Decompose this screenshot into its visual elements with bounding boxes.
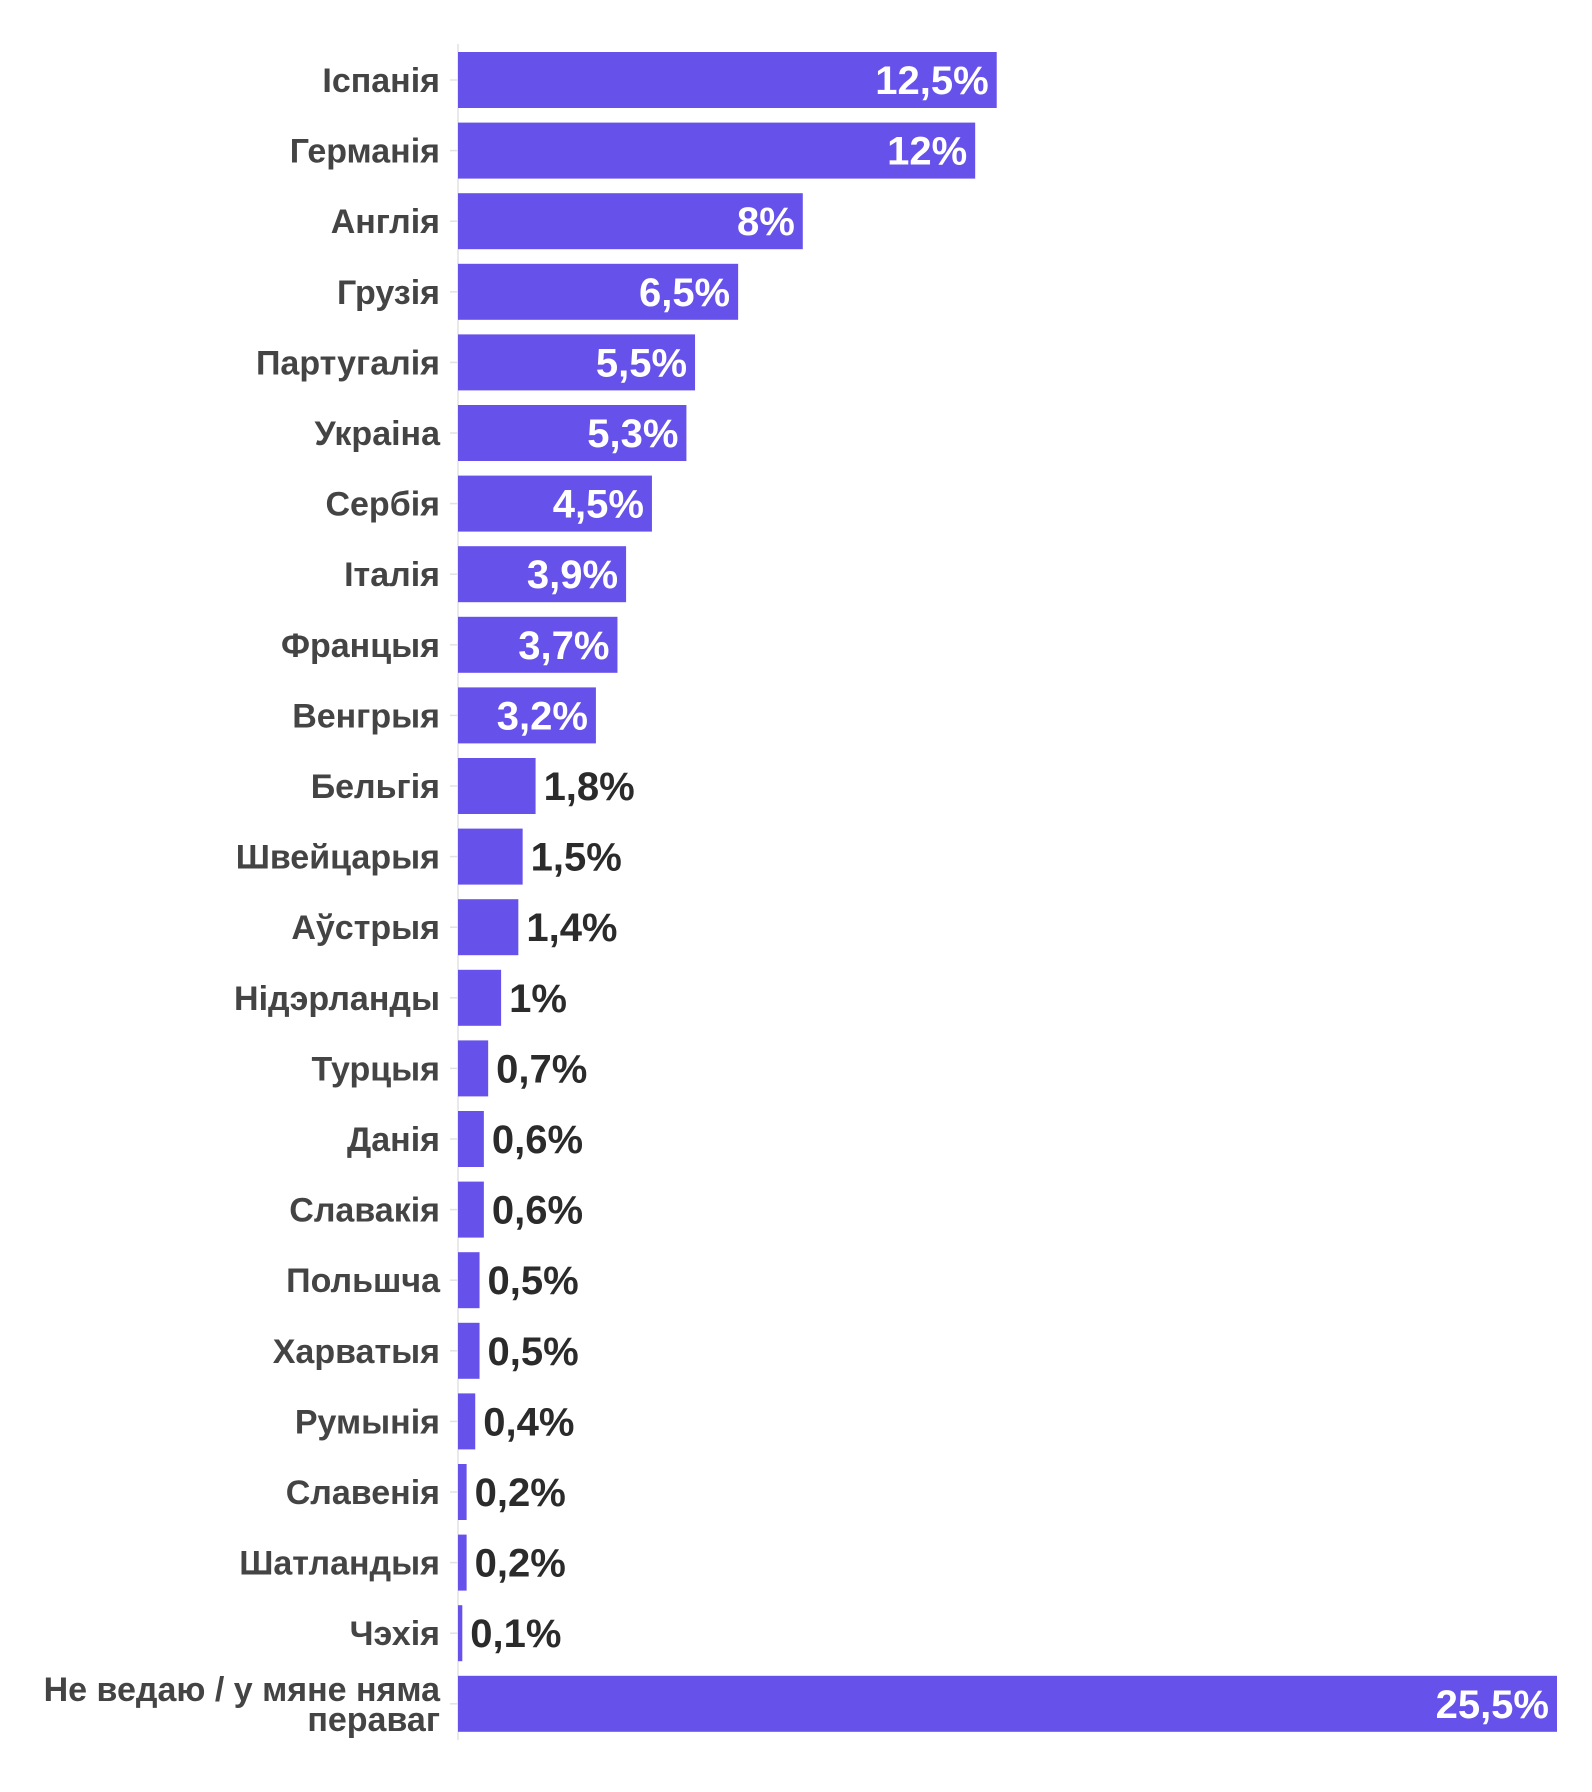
- bar: [458, 475, 652, 532]
- value-label: 6,5%: [639, 271, 730, 315]
- bar: [458, 193, 803, 250]
- value-label: 0,7%: [496, 1047, 587, 1091]
- bar: [458, 1605, 463, 1662]
- value-label: 5,3%: [587, 412, 678, 456]
- bar: [458, 687, 596, 744]
- category-label: Швейцарыя: [236, 839, 440, 877]
- category-label: Венгрыя: [292, 697, 440, 735]
- bars-layer: [458, 52, 1557, 1732]
- category-label: Данія: [347, 1121, 440, 1159]
- bar: [458, 758, 536, 814]
- value-label: 0,5%: [488, 1330, 579, 1374]
- category-label: Славенія: [286, 1474, 440, 1512]
- bar: [458, 405, 687, 461]
- value-label: 3,9%: [527, 553, 618, 597]
- value-label: 12,5%: [875, 59, 988, 103]
- category-labels: Іспанія Германія Англія Грузія Партугалія Укр…: [44, 62, 441, 1739]
- bar: [458, 546, 627, 603]
- bar: [458, 1111, 484, 1167]
- value-label: 4,5%: [553, 483, 644, 527]
- value-label: 0,6%: [492, 1118, 583, 1162]
- value-label: 3,2%: [497, 694, 588, 738]
- category-label: Сербія: [325, 486, 440, 524]
- category-label: Славакія: [289, 1192, 440, 1230]
- category-label: Францыя: [281, 627, 440, 665]
- value-label: 1,5%: [531, 836, 622, 880]
- category-label: Бельгія: [311, 768, 440, 806]
- bar: [458, 1040, 489, 1097]
- category-label: Польшча: [286, 1262, 441, 1300]
- category-label: Чэхія: [350, 1615, 440, 1653]
- value-label: 1%: [509, 977, 567, 1021]
- category-label: Не ведаю / у мяне няма: [44, 1671, 441, 1709]
- category-label: Шатландыя: [239, 1545, 440, 1583]
- value-label: 0,1%: [470, 1612, 561, 1656]
- category-label: Іспанія: [322, 62, 440, 100]
- axis-layer: [450, 44, 459, 1740]
- value-label: 25,5%: [1436, 1683, 1549, 1727]
- category-label: Партугалія: [256, 344, 440, 382]
- value-label: 0,4%: [483, 1400, 574, 1444]
- value-label: 1,4%: [526, 906, 617, 950]
- value-label: 0,2%: [475, 1471, 566, 1515]
- category-label: Румынія: [295, 1403, 440, 1441]
- category-label: Германія: [290, 133, 440, 171]
- bar: [458, 616, 618, 673]
- bar: [458, 828, 523, 885]
- category-label: Турцыя: [312, 1050, 440, 1088]
- value-label: 5,5%: [596, 341, 687, 385]
- bar: [458, 263, 739, 320]
- bar: [458, 969, 502, 1026]
- category-label: Італія: [344, 556, 440, 594]
- category-label: Харватыя: [273, 1333, 440, 1371]
- value-label: 8%: [737, 200, 795, 244]
- bar: [458, 1393, 476, 1450]
- bar: [458, 334, 696, 391]
- bar: [458, 1464, 467, 1520]
- value-label: 0,2%: [475, 1542, 566, 1586]
- category-label: Украіна: [315, 415, 442, 453]
- bar: [458, 1181, 484, 1238]
- bar: [458, 899, 519, 956]
- value-label: 3,7%: [518, 624, 609, 668]
- bar: [458, 1322, 480, 1379]
- bar: [458, 1675, 1557, 1732]
- value-label: 12%: [887, 130, 967, 174]
- category-label: пераваг: [307, 1701, 440, 1739]
- bar: [458, 122, 976, 179]
- value-label: 1,8%: [544, 765, 635, 809]
- value-label: 0,5%: [488, 1259, 579, 1303]
- bar: [458, 1252, 480, 1309]
- bar: [458, 52, 997, 108]
- category-label: Аўстрыя: [291, 909, 440, 947]
- category-label: Грузія: [337, 274, 440, 312]
- category-label: Нідэрланды: [234, 980, 440, 1018]
- value-labels: 12,5% 12% 8%6,5% 5,5% 5,3% 4,5% 3,9% 3,7% 3,2% 1,…: [470, 59, 1549, 1727]
- category-label: Англія: [331, 203, 440, 241]
- bar: [458, 1534, 467, 1591]
- value-label: 0,6%: [492, 1189, 583, 1233]
